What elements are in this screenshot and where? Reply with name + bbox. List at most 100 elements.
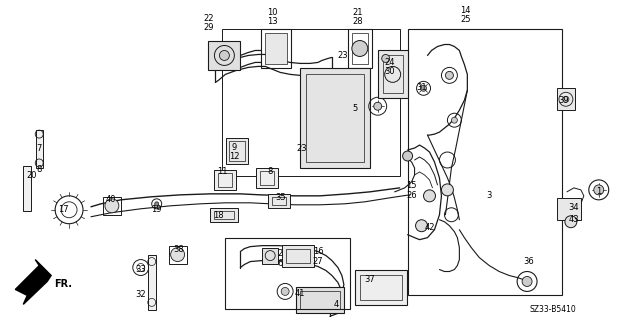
Text: 23: 23 <box>297 144 308 153</box>
Bar <box>208 41 241 70</box>
Text: 3: 3 <box>487 191 492 200</box>
Text: 33: 33 <box>135 265 146 274</box>
Bar <box>260 171 274 185</box>
Text: FR.: FR. <box>54 279 72 290</box>
Circle shape <box>522 276 532 286</box>
Text: 11: 11 <box>217 167 228 176</box>
Circle shape <box>352 41 368 56</box>
Text: 10: 10 <box>267 8 277 17</box>
Bar <box>103 197 121 215</box>
Text: 7: 7 <box>37 144 42 153</box>
Bar <box>352 33 368 64</box>
Bar <box>378 51 408 98</box>
Text: 2: 2 <box>277 249 283 258</box>
Circle shape <box>281 287 289 295</box>
Bar <box>262 248 278 264</box>
Bar <box>383 55 403 93</box>
Text: 4: 4 <box>334 300 339 309</box>
Text: SZ33-B5410: SZ33-B5410 <box>530 305 576 314</box>
Bar <box>306 74 364 162</box>
Text: 26: 26 <box>406 191 417 200</box>
Text: 39: 39 <box>558 96 569 105</box>
Text: 24: 24 <box>384 58 395 67</box>
Text: 40: 40 <box>106 195 116 204</box>
Text: 15: 15 <box>406 181 417 190</box>
Circle shape <box>446 71 453 79</box>
Bar <box>286 249 310 262</box>
Text: 31: 31 <box>417 83 427 92</box>
Text: 23: 23 <box>337 51 348 60</box>
Text: 34: 34 <box>568 203 579 212</box>
Circle shape <box>171 248 185 261</box>
Bar <box>355 269 406 305</box>
Bar <box>360 275 401 300</box>
Text: 35: 35 <box>275 193 285 202</box>
Circle shape <box>154 202 159 206</box>
Text: 20: 20 <box>26 172 37 180</box>
Bar <box>225 238 350 309</box>
Text: 6: 6 <box>277 259 283 268</box>
Text: 21: 21 <box>353 8 363 17</box>
Bar <box>215 170 236 190</box>
Circle shape <box>423 190 436 202</box>
Text: 25: 25 <box>460 15 470 24</box>
Text: 22: 22 <box>203 14 214 23</box>
Bar <box>300 292 340 309</box>
Bar <box>256 168 278 188</box>
Bar <box>557 198 581 220</box>
Text: 29: 29 <box>203 23 214 32</box>
Bar <box>210 208 239 222</box>
Circle shape <box>416 220 427 232</box>
Bar <box>282 244 314 267</box>
Text: 17: 17 <box>58 205 68 214</box>
Text: 37: 37 <box>365 275 375 284</box>
Bar <box>227 138 248 164</box>
Circle shape <box>373 102 382 110</box>
Bar <box>261 28 291 68</box>
Text: 38: 38 <box>173 245 184 254</box>
Bar <box>229 141 246 161</box>
Text: 41: 41 <box>295 289 305 298</box>
Text: 43: 43 <box>568 215 579 224</box>
Bar <box>265 33 287 64</box>
Text: 8: 8 <box>268 167 273 176</box>
Text: 16: 16 <box>313 247 323 256</box>
Circle shape <box>403 151 413 161</box>
Circle shape <box>420 85 427 91</box>
Circle shape <box>565 216 577 228</box>
Text: 36: 36 <box>523 257 534 266</box>
Text: 27: 27 <box>313 257 323 266</box>
Bar <box>222 28 399 176</box>
Bar <box>408 28 562 295</box>
Text: 19: 19 <box>151 205 162 214</box>
Circle shape <box>441 184 453 196</box>
Circle shape <box>451 117 458 123</box>
Text: 9: 9 <box>232 142 237 152</box>
Bar <box>36 130 43 168</box>
Text: 28: 28 <box>353 17 363 26</box>
Text: 18: 18 <box>213 211 223 220</box>
Polygon shape <box>15 260 51 304</box>
Bar <box>272 197 286 205</box>
Circle shape <box>382 54 390 62</box>
Circle shape <box>105 199 119 213</box>
Bar <box>168 246 187 264</box>
Text: 30: 30 <box>384 67 395 76</box>
Text: 12: 12 <box>229 151 240 161</box>
Bar <box>300 68 370 168</box>
Text: 8: 8 <box>37 165 42 174</box>
Circle shape <box>220 51 229 60</box>
Bar <box>218 173 232 187</box>
Bar <box>557 88 575 110</box>
Text: 42: 42 <box>424 223 435 232</box>
Bar <box>348 28 372 68</box>
Text: 1: 1 <box>596 188 601 196</box>
Bar <box>23 166 31 211</box>
Bar <box>268 194 290 208</box>
Circle shape <box>594 185 604 195</box>
Text: 5: 5 <box>352 104 358 113</box>
Bar <box>147 255 156 310</box>
Text: 13: 13 <box>267 17 277 26</box>
Circle shape <box>563 96 569 102</box>
Text: 32: 32 <box>135 290 146 299</box>
